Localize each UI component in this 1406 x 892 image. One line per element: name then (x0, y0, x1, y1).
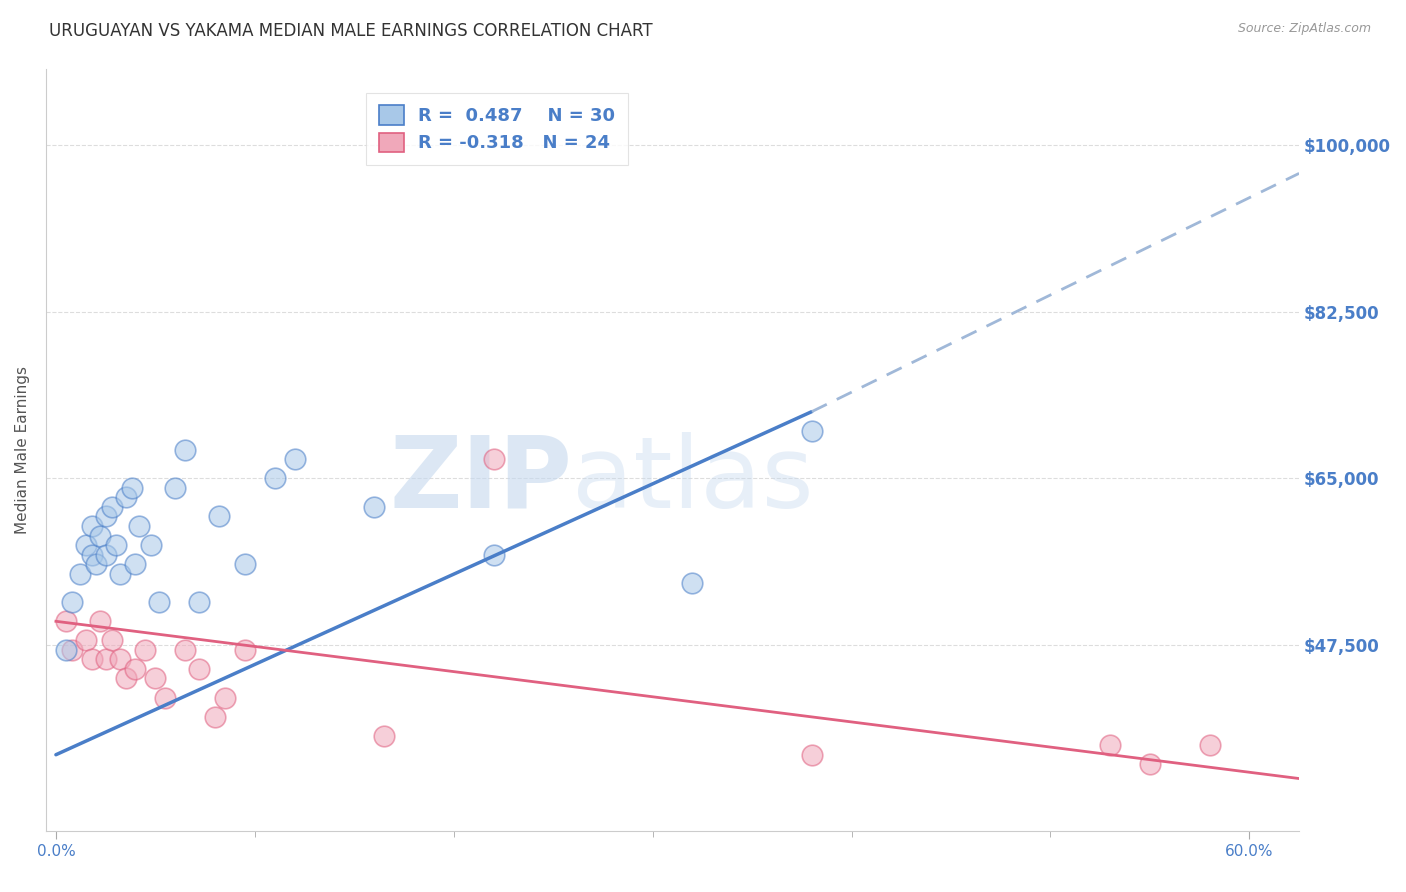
Text: atlas: atlas (572, 432, 814, 529)
Point (145, 672, 167, 686)
Point (208, 509, 231, 524)
Point (174, 442, 197, 457)
Point (75, 538, 97, 552)
Point (114, 672, 136, 686)
Point (55, 643, 77, 657)
Point (681, 576, 703, 591)
Point (148, 595, 170, 609)
Point (284, 452, 307, 467)
Point (1198, 738, 1220, 752)
Point (108, 566, 131, 581)
Point (155, 690, 177, 705)
Point (128, 519, 150, 533)
Point (75, 633, 97, 648)
Point (373, 729, 395, 743)
Point (94, 652, 117, 666)
Point (233, 557, 256, 571)
Text: Source: ZipAtlas.com: Source: ZipAtlas.com (1237, 22, 1371, 36)
Y-axis label: Median Male Earnings: Median Male Earnings (15, 366, 30, 533)
Legend: R =  0.487    N = 30, R = -0.318   N = 24: R = 0.487 N = 30, R = -0.318 N = 24 (366, 93, 628, 165)
Point (60, 643, 83, 657)
Point (188, 662, 211, 676)
Point (233, 643, 256, 657)
Point (94, 548, 117, 562)
Text: URUGUAYAN VS YAKAMA MEDIAN MALE EARNINGS CORRELATION CHART: URUGUAYAN VS YAKAMA MEDIAN MALE EARNINGS… (49, 22, 652, 40)
Point (108, 652, 131, 666)
Point (188, 595, 211, 609)
Point (800, 747, 823, 762)
Point (174, 643, 197, 657)
Point (124, 662, 146, 676)
Point (165, 481, 187, 495)
Point (100, 500, 122, 514)
Point (141, 538, 163, 552)
Point (89, 528, 111, 542)
Point (55, 615, 77, 629)
Point (60, 595, 83, 609)
Point (94, 509, 117, 524)
Point (100, 633, 122, 648)
Point (482, 548, 505, 562)
Point (363, 500, 385, 514)
Point (80, 519, 103, 533)
Point (204, 709, 226, 723)
Point (114, 491, 136, 505)
Point (69, 566, 91, 581)
Point (84, 557, 107, 571)
Point (89, 615, 111, 629)
Point (80, 548, 103, 562)
Point (263, 471, 285, 485)
Point (214, 690, 236, 705)
Point (104, 538, 127, 552)
Text: ZIP: ZIP (389, 432, 572, 529)
Point (1139, 757, 1161, 772)
Point (1099, 738, 1122, 752)
Point (121, 481, 143, 495)
Point (800, 424, 823, 438)
Point (124, 557, 146, 571)
Point (134, 643, 156, 657)
Point (482, 452, 505, 467)
Point (80, 652, 103, 666)
